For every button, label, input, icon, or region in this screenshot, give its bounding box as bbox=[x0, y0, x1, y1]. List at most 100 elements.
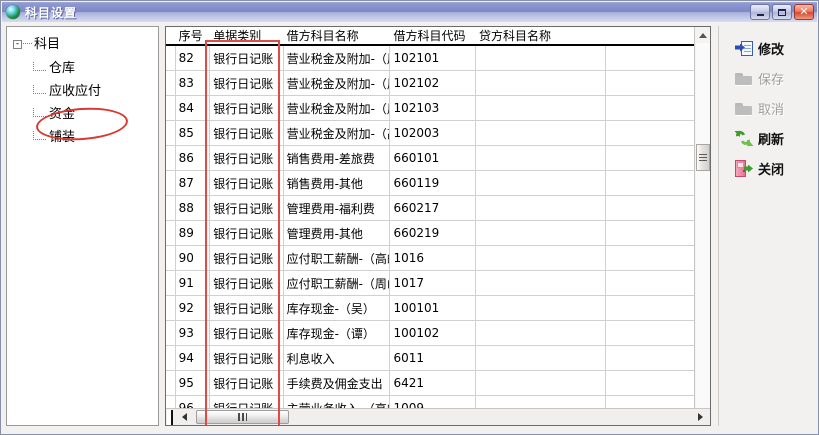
row-selector-cell[interactable] bbox=[166, 45, 176, 71]
column-header-credit-name[interactable]: 贷方科目名称 bbox=[475, 27, 607, 46]
save-icon bbox=[735, 70, 753, 87]
sphere-icon bbox=[6, 5, 20, 19]
table-row[interactable]: 86 银行日记账 销售费用-差旅费 660101 bbox=[166, 145, 694, 171]
vertical-scroll-track-upper[interactable] bbox=[696, 43, 710, 144]
table-row[interactable]: 93 银行日记账 库存现金-（谭） 100102 bbox=[166, 320, 694, 346]
vertical-scroll-track-lower[interactable] bbox=[696, 171, 710, 409]
cell-index: 95 bbox=[175, 370, 211, 396]
tree-root-node[interactable]: - 科目 bbox=[13, 33, 60, 52]
minimize-button[interactable] bbox=[750, 4, 770, 20]
column-header-extra[interactable] bbox=[605, 27, 694, 46]
edit-button[interactable]: 修改 bbox=[735, 35, 811, 61]
action-toolbar: 修改 保存 取消 刷新 bbox=[718, 26, 813, 426]
cell-debit-code: 102102 bbox=[389, 70, 476, 96]
row-selector-cell[interactable] bbox=[166, 95, 176, 121]
cell-index: 88 bbox=[175, 195, 211, 221]
tree-item-warehouse[interactable]: 仓库 bbox=[33, 57, 75, 76]
row-selector-cell[interactable] bbox=[166, 245, 176, 271]
row-selector-cell[interactable] bbox=[166, 120, 176, 146]
row-selector-cell[interactable] bbox=[166, 320, 176, 346]
row-selector-cell[interactable] bbox=[166, 295, 176, 321]
tree-item-label: 资金 bbox=[49, 107, 76, 122]
save-button[interactable]: 保存 bbox=[735, 65, 811, 91]
table-row[interactable]: 88 银行日记账 管理费用-福利费 660217 bbox=[166, 195, 694, 221]
cell-extra bbox=[605, 245, 694, 271]
close-button[interactable]: ✕ bbox=[794, 4, 814, 20]
title-bar[interactable]: 科目设置 ✕ bbox=[2, 2, 817, 23]
cell-credit-name bbox=[475, 295, 607, 321]
cell-debit-name: 应付职工薪酬-（周山） bbox=[283, 270, 391, 296]
cell-debit-name: 营业税金及附加-（周山）-企业所得税 bbox=[283, 95, 391, 121]
refresh-button[interactable]: 刷新 bbox=[734, 125, 811, 151]
cell-debit-code: 1017 bbox=[389, 270, 476, 296]
horizontal-scroll-thumb[interactable] bbox=[196, 410, 289, 424]
scroll-left-button[interactable] bbox=[176, 409, 192, 425]
cell-debit-code: 660119 bbox=[389, 170, 476, 196]
row-selector-cell[interactable] bbox=[166, 220, 176, 246]
exit-button-label: 关闭 bbox=[758, 162, 785, 178]
cell-debit-code: 6011 bbox=[389, 345, 476, 371]
row-selector-cell[interactable] bbox=[166, 145, 176, 171]
row-selector-cell[interactable] bbox=[166, 170, 176, 196]
cancel-button[interactable]: 取消 bbox=[735, 95, 811, 121]
vertical-scrollbar[interactable] bbox=[694, 27, 710, 409]
cell-credit-name bbox=[475, 220, 607, 246]
tree-branch-icon bbox=[33, 131, 46, 140]
exit-button[interactable]: 关闭 bbox=[735, 155, 811, 181]
cell-index: 84 bbox=[175, 95, 211, 121]
cell-doc-type: 银行日记账 bbox=[209, 270, 284, 296]
table-row[interactable]: 89 银行日记账 管理费用-其他 660219 bbox=[166, 220, 694, 246]
cell-doc-type: 银行日记账 bbox=[209, 245, 284, 271]
table-row[interactable]: 87 银行日记账 销售费用-其他 660119 bbox=[166, 170, 694, 196]
tree-item-receivable-payable[interactable]: 应收应付 bbox=[33, 80, 101, 99]
column-header-doc-type[interactable]: 单据类别 bbox=[209, 27, 284, 46]
maximize-button[interactable] bbox=[772, 4, 792, 20]
row-selector-cell[interactable] bbox=[166, 195, 176, 221]
table-row[interactable]: 94 银行日记账 利息收入 6011 bbox=[166, 345, 694, 371]
tree-item-paving[interactable]: 铺装 bbox=[33, 126, 75, 145]
tree-item-label: 仓库 bbox=[49, 61, 76, 76]
row-selector-cell[interactable] bbox=[166, 370, 176, 396]
cell-debit-name: 库存现金-（谭） bbox=[283, 320, 391, 346]
cell-extra bbox=[605, 345, 694, 371]
edit-icon bbox=[735, 40, 753, 57]
accounts-grid-panel[interactable]: 序号 单据类别 借方科目名称 借方科目代码 贷方科目名称 82 银行日记账 营业税金… bbox=[165, 26, 711, 426]
cell-credit-name bbox=[475, 270, 607, 296]
cell-extra bbox=[605, 45, 694, 71]
row-selector-cell[interactable] bbox=[166, 395, 176, 409]
cell-debit-name: 营业税金及附加-（周山）-国税 bbox=[283, 45, 391, 71]
cell-index: 96 bbox=[175, 395, 211, 409]
column-header-index[interactable]: 序号 bbox=[175, 27, 211, 46]
row-selector-cell[interactable] bbox=[166, 345, 176, 371]
table-row[interactable]: 95 银行日记账 手续费及佣金支出 6421 bbox=[166, 370, 694, 396]
row-selector-cell[interactable] bbox=[166, 270, 176, 296]
column-header-debit-name[interactable]: 借方科目名称 bbox=[283, 27, 391, 46]
window-title: 科目设置 bbox=[25, 5, 78, 20]
split-handle[interactable] bbox=[167, 410, 173, 425]
cell-extra bbox=[605, 395, 694, 409]
tree-item-funds[interactable]: 资金 bbox=[33, 103, 75, 122]
cell-extra bbox=[605, 95, 694, 121]
cell-extra bbox=[605, 120, 694, 146]
scroll-up-button[interactable] bbox=[695, 27, 710, 43]
window-controls: ✕ bbox=[750, 4, 814, 20]
vertical-scroll-thumb[interactable] bbox=[696, 144, 710, 171]
horizontal-scrollbar[interactable] bbox=[166, 408, 710, 425]
table-row[interactable]: 92 银行日记账 库存现金-（吴） 100101 bbox=[166, 295, 694, 321]
scroll-right-button[interactable] bbox=[692, 409, 708, 425]
chevron-right-icon bbox=[697, 413, 703, 421]
column-header-debit-code[interactable]: 借方科目代码 bbox=[389, 27, 476, 46]
tree-branch-icon bbox=[33, 62, 46, 71]
row-selector-cell[interactable] bbox=[166, 70, 176, 96]
cell-doc-type: 银行日记账 bbox=[209, 195, 284, 221]
exit-icon bbox=[735, 159, 753, 177]
expander-icon[interactable]: - bbox=[13, 40, 22, 49]
category-tree-panel[interactable]: - 科目 仓库 应收应付 资金 铺装 bbox=[6, 26, 159, 426]
